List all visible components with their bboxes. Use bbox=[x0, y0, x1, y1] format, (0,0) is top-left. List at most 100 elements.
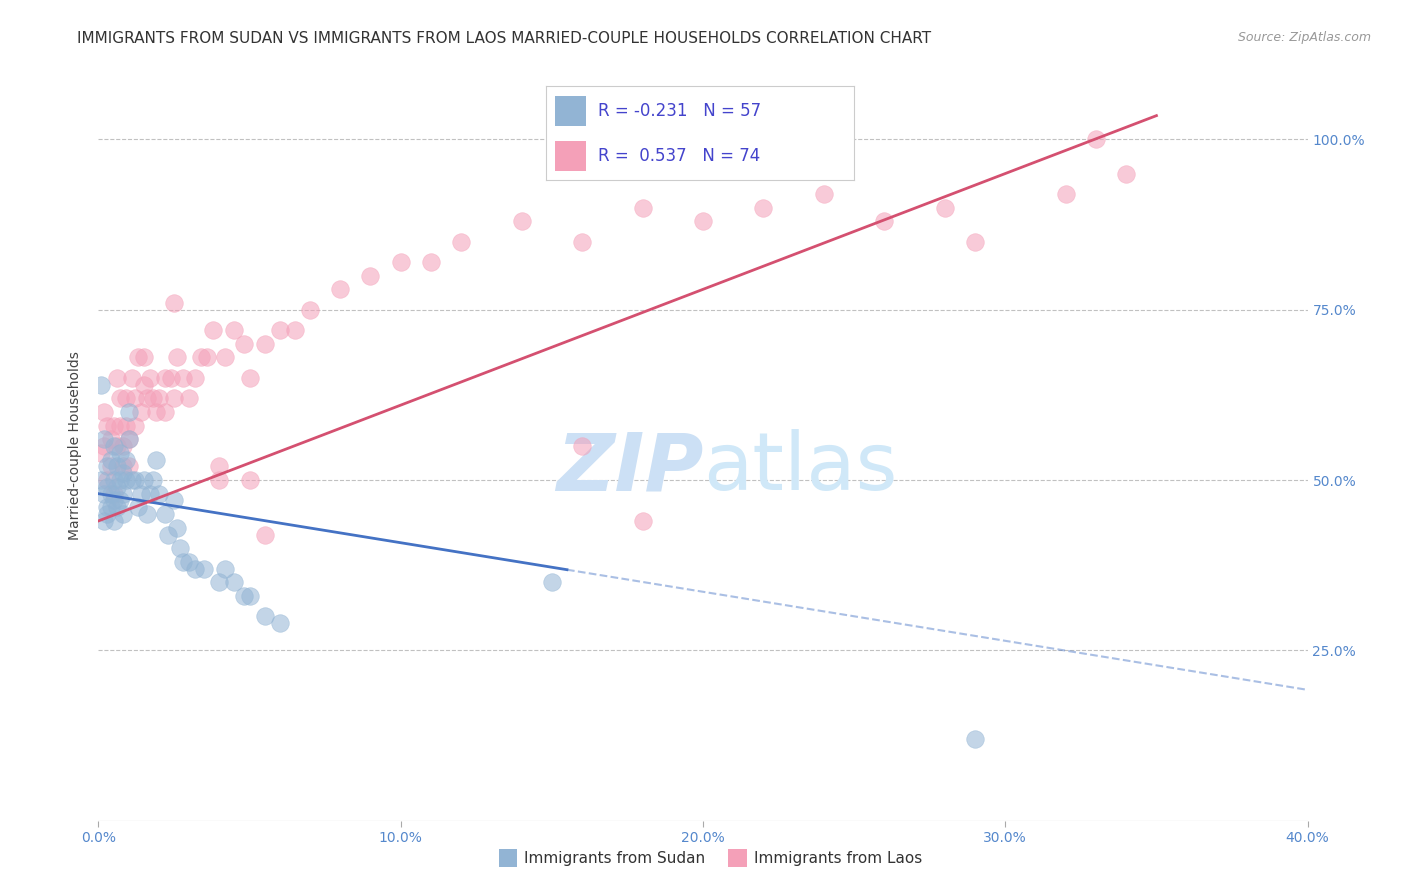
Point bbox=[100, 452, 122, 467]
Point bbox=[232, 336, 254, 351]
Point bbox=[184, 371, 207, 385]
Point bbox=[129, 405, 152, 419]
Point bbox=[166, 521, 188, 535]
Point bbox=[540, 575, 562, 590]
Point bbox=[118, 432, 141, 446]
Point bbox=[169, 541, 191, 556]
Point bbox=[571, 439, 593, 453]
Point bbox=[127, 351, 149, 365]
Point bbox=[90, 473, 112, 487]
Point bbox=[118, 405, 141, 419]
Point bbox=[111, 507, 134, 521]
Point bbox=[153, 405, 176, 419]
Text: Source: ZipAtlas.com: Source: ZipAtlas.com bbox=[1237, 31, 1371, 45]
Point bbox=[105, 480, 128, 494]
Point bbox=[103, 418, 125, 433]
Y-axis label: Married-couple Households: Married-couple Households bbox=[69, 351, 83, 541]
Point bbox=[118, 459, 141, 474]
Point bbox=[184, 561, 207, 575]
Point bbox=[90, 377, 112, 392]
Point bbox=[224, 575, 246, 590]
Point bbox=[360, 268, 382, 283]
Text: Immigrants from Laos: Immigrants from Laos bbox=[754, 851, 922, 865]
Point bbox=[93, 432, 115, 446]
Point bbox=[127, 500, 149, 515]
Point bbox=[193, 561, 215, 575]
Point bbox=[124, 392, 146, 406]
Point bbox=[100, 500, 122, 515]
Point bbox=[299, 302, 322, 317]
Text: Immigrants from Sudan: Immigrants from Sudan bbox=[524, 851, 706, 865]
Point bbox=[100, 432, 122, 446]
Point bbox=[142, 392, 165, 406]
Point bbox=[108, 473, 131, 487]
Point bbox=[163, 296, 186, 310]
Point bbox=[124, 418, 146, 433]
Point bbox=[148, 392, 170, 406]
Point bbox=[96, 507, 118, 521]
Point bbox=[90, 446, 112, 460]
Point bbox=[692, 214, 714, 228]
Point bbox=[190, 351, 212, 365]
Point bbox=[934, 201, 956, 215]
Point bbox=[103, 439, 125, 453]
Point bbox=[631, 514, 654, 528]
Point bbox=[105, 439, 128, 453]
Point bbox=[214, 561, 236, 575]
Point bbox=[965, 731, 987, 746]
Point bbox=[284, 323, 307, 337]
Point bbox=[253, 609, 276, 624]
Point bbox=[139, 486, 162, 500]
Point bbox=[135, 507, 157, 521]
Point bbox=[103, 493, 125, 508]
Point bbox=[132, 377, 155, 392]
Text: ZIP: ZIP bbox=[555, 429, 703, 508]
Point bbox=[121, 473, 143, 487]
Point bbox=[179, 392, 201, 406]
Point bbox=[139, 371, 162, 385]
Point bbox=[108, 446, 131, 460]
Point bbox=[103, 473, 125, 487]
Point bbox=[1054, 186, 1077, 201]
Point bbox=[100, 459, 122, 474]
Point bbox=[160, 371, 183, 385]
Point bbox=[1115, 167, 1137, 181]
Point bbox=[269, 323, 291, 337]
Point bbox=[752, 201, 775, 215]
Point bbox=[114, 452, 136, 467]
Point bbox=[111, 486, 134, 500]
Point bbox=[156, 527, 179, 541]
Point bbox=[148, 486, 170, 500]
Point bbox=[172, 371, 194, 385]
Point bbox=[105, 371, 128, 385]
Point bbox=[202, 323, 225, 337]
Point bbox=[118, 432, 141, 446]
Point bbox=[195, 351, 218, 365]
Point bbox=[420, 255, 443, 269]
Point bbox=[153, 507, 176, 521]
Point bbox=[124, 473, 146, 487]
Point bbox=[93, 486, 115, 500]
Point bbox=[108, 392, 131, 406]
Point bbox=[111, 467, 134, 481]
Point bbox=[96, 459, 118, 474]
Point bbox=[111, 439, 134, 453]
Point bbox=[105, 500, 128, 515]
Point bbox=[108, 418, 131, 433]
Point bbox=[114, 418, 136, 433]
Point bbox=[965, 235, 987, 249]
Point bbox=[105, 459, 128, 474]
Point bbox=[239, 589, 262, 603]
Point bbox=[114, 473, 136, 487]
Point bbox=[111, 459, 134, 474]
Point bbox=[93, 514, 115, 528]
Point bbox=[253, 336, 276, 351]
Point bbox=[135, 392, 157, 406]
Point bbox=[132, 351, 155, 365]
Point bbox=[121, 371, 143, 385]
Point bbox=[179, 555, 201, 569]
Point bbox=[571, 235, 593, 249]
Point bbox=[208, 473, 231, 487]
Point bbox=[93, 405, 115, 419]
Point bbox=[873, 214, 896, 228]
